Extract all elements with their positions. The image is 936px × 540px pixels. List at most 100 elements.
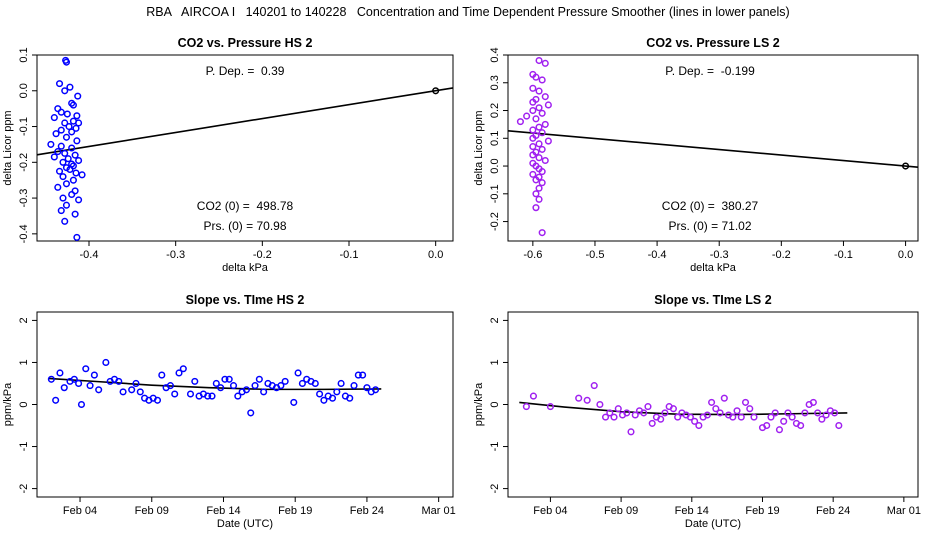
p4-data-point bbox=[703, 411, 711, 419]
p4-data-point bbox=[814, 409, 822, 417]
p3-data-point bbox=[47, 375, 55, 383]
p3-data-point bbox=[316, 390, 324, 398]
p1-data-point bbox=[61, 119, 69, 127]
p3-data-point bbox=[95, 386, 103, 394]
p2-data-point bbox=[535, 195, 543, 203]
p4-data-point bbox=[708, 398, 716, 406]
p1-data-point bbox=[71, 151, 79, 159]
p4-data-point bbox=[614, 405, 622, 413]
p3-y-tick-label: -2 bbox=[18, 484, 30, 494]
p2-x-tick-label: -0.6 bbox=[523, 249, 542, 261]
p3-y-tick-label: 0 bbox=[18, 401, 30, 407]
p3-data-point bbox=[52, 396, 60, 404]
p4-data-point bbox=[669, 405, 677, 413]
p2-data-point bbox=[535, 154, 543, 162]
p2-data-point bbox=[532, 73, 540, 81]
p1-data-point bbox=[54, 183, 62, 191]
p4-data-point bbox=[737, 413, 745, 421]
p1-data-point bbox=[61, 87, 69, 95]
p2-y-axis-label: delta Licor ppm bbox=[473, 110, 485, 185]
p1-y-axis-label: delta Licor ppm bbox=[2, 110, 14, 185]
p4-data-point bbox=[818, 415, 826, 423]
p4-data-point bbox=[627, 428, 635, 436]
p1-y-tick-label: -0.1 bbox=[18, 117, 30, 136]
p3-data-point bbox=[70, 375, 78, 383]
p3-y-tick-label: 1 bbox=[18, 359, 30, 365]
p1-data-point bbox=[72, 169, 80, 177]
p2-x-tick-label: -0.5 bbox=[585, 249, 604, 261]
p2-pressure-intercept-label: Prs. (0) = 71.02 bbox=[668, 219, 751, 233]
p3-data-point bbox=[260, 388, 268, 396]
p1-data-point bbox=[50, 153, 58, 161]
p1-data-point bbox=[57, 126, 65, 134]
p4-data-point bbox=[733, 407, 741, 415]
p4-data-point bbox=[831, 409, 839, 417]
p4-data-point bbox=[822, 411, 830, 419]
p4-data-point bbox=[583, 396, 591, 404]
p4-x-tick-label: Feb 19 bbox=[745, 505, 779, 517]
p4-data-point bbox=[610, 413, 618, 421]
p2-data-point bbox=[523, 112, 531, 120]
p2-data-point bbox=[529, 170, 537, 178]
p2-x-tick-label: -0.2 bbox=[772, 249, 791, 261]
p4-data-point bbox=[596, 400, 604, 409]
p1-pressure-intercept-label: Prs. (0) = 70.98 bbox=[203, 219, 286, 233]
p3-data-point bbox=[115, 377, 123, 385]
p4-data-point bbox=[590, 382, 598, 390]
p2-data-point bbox=[538, 229, 546, 237]
p4-data-point bbox=[720, 394, 728, 402]
p3-data-point bbox=[166, 382, 174, 390]
p2-data-point bbox=[541, 93, 549, 101]
p1-data-point bbox=[61, 217, 69, 225]
page-title: RBA AIRCOA I 140201 to 140228 Concentrat… bbox=[146, 5, 790, 19]
p1-x-tick-label: -0.1 bbox=[340, 249, 359, 261]
p4-data-point bbox=[648, 419, 656, 427]
p3-data-point bbox=[255, 375, 263, 383]
p3-x-tick-label: Mar 01 bbox=[422, 505, 456, 517]
p3-data-point bbox=[294, 369, 302, 377]
p3-data-point bbox=[229, 382, 238, 390]
p1-chart-title: CO2 vs. Pressure HS 2 bbox=[178, 36, 313, 50]
p3-data-point bbox=[350, 382, 358, 390]
p4-data-point bbox=[788, 413, 796, 421]
p3-data-point bbox=[175, 369, 183, 377]
p2-data-point bbox=[538, 76, 546, 84]
p4-y-tick-label: 1 bbox=[489, 359, 501, 365]
p4-data-point bbox=[695, 421, 703, 430]
p2-fit-line bbox=[507, 129, 919, 168]
p2-y-tick-label: 0.0 bbox=[489, 158, 501, 173]
p3-data-point bbox=[204, 392, 212, 400]
p1-x-tick-label: 0.0 bbox=[428, 249, 443, 261]
p4-data-point bbox=[606, 409, 614, 417]
p4-data-point bbox=[835, 421, 843, 430]
p2-co2-intercept-label: CO2 (0) = 380.27 bbox=[662, 199, 759, 213]
p1-data-point bbox=[73, 137, 81, 145]
p4-chart-title: Slope vs. TIme LS 2 bbox=[654, 293, 771, 307]
p3-data-point bbox=[102, 358, 110, 367]
p2-origin-marker bbox=[902, 162, 910, 170]
p2-data-point bbox=[535, 57, 543, 65]
p2-y-tick-label: 0.4 bbox=[489, 47, 501, 62]
p2-data-point bbox=[532, 190, 540, 198]
p2-y-tick-label: 0.2 bbox=[489, 103, 501, 118]
p1-data-point bbox=[64, 155, 72, 163]
p3-data-point bbox=[191, 377, 199, 385]
p3-data-point bbox=[247, 409, 255, 417]
p1-fit-line bbox=[36, 87, 454, 156]
p3-data-point bbox=[354, 371, 362, 379]
p3-data-point bbox=[328, 394, 337, 402]
p1-data-point bbox=[62, 133, 71, 141]
p1-x-axis-label: delta kPa bbox=[222, 262, 269, 274]
p4-data-point bbox=[644, 403, 652, 411]
p3-data-point bbox=[90, 371, 98, 379]
p1-data-point bbox=[73, 112, 81, 120]
p3-chart-title: Slope vs. TIme HS 2 bbox=[186, 293, 305, 307]
p4-x-tick-label: Feb 24 bbox=[816, 505, 850, 517]
p4-y-tick-label: 2 bbox=[489, 317, 501, 323]
p3-data-point bbox=[82, 365, 90, 373]
p1-x-tick-label: -0.4 bbox=[80, 249, 99, 261]
p3-data-point bbox=[277, 382, 285, 390]
p1-plot-frame bbox=[36, 54, 454, 242]
p3-data-point bbox=[225, 375, 233, 383]
p4-data-point bbox=[775, 426, 783, 434]
